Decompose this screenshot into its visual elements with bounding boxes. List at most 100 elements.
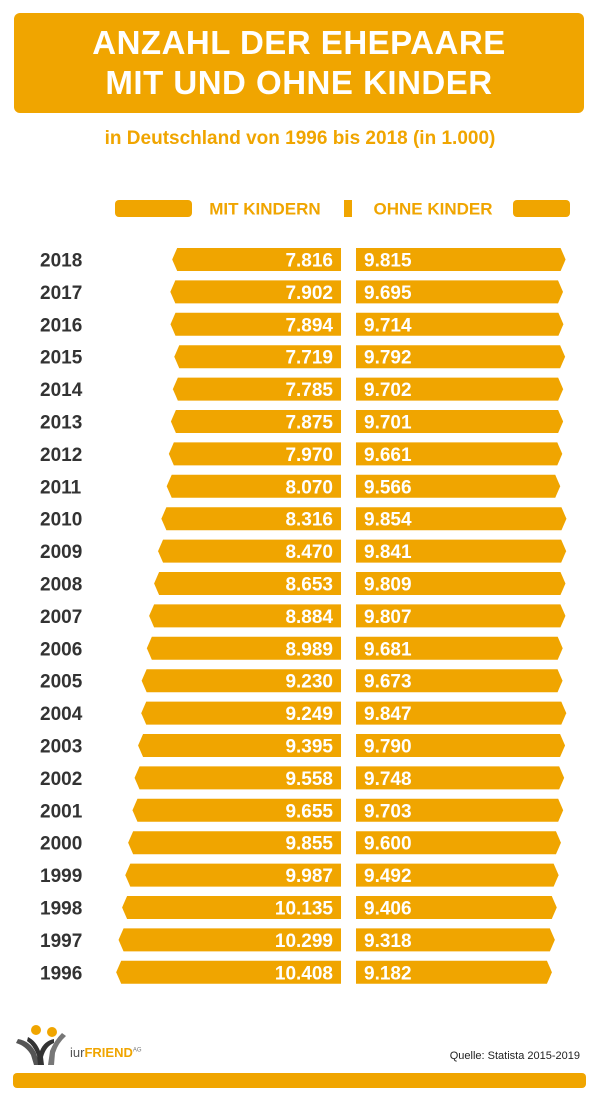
value-label-mit-kindern: 7.902 — [285, 283, 333, 304]
bar-ohne-kinder — [356, 798, 564, 822]
value-label-mit-kindern: 7.719 — [285, 348, 333, 369]
value-label-ohne-kinder: 9.748 — [364, 769, 412, 790]
bar-ohne-kinder — [356, 669, 563, 693]
bar-ohne-kinder — [356, 280, 564, 304]
bar-mit-kindern — [154, 572, 341, 595]
bar-mit-kindern — [172, 248, 341, 271]
value-label-ohne-kinder: 9.702 — [364, 380, 412, 401]
bar-mit-kindern — [166, 474, 341, 498]
legend-label-ohne-kinder: OHNE KINDER — [373, 200, 492, 219]
year-label: 2007 — [40, 607, 82, 628]
bar-mit-kindern — [141, 669, 341, 693]
year-label: 2017 — [40, 283, 82, 304]
bar-mit-kindern — [128, 831, 341, 855]
bar-ohne-kinder — [356, 604, 566, 628]
bar-ohne-kinder — [356, 345, 566, 369]
year-label: 2018 — [40, 251, 82, 272]
bar-mit-kindern — [170, 312, 341, 336]
bar-ohne-kinder — [356, 507, 567, 531]
year-label: 2006 — [40, 639, 82, 660]
logo-wordmark: iurFRIENDAG — [70, 1045, 142, 1060]
value-label-mit-kindern: 10.135 — [275, 899, 334, 920]
year-label: 2003 — [40, 737, 82, 758]
value-label-mit-kindern: 10.408 — [275, 963, 333, 984]
source-note: Quelle: Statista 2015-2019 — [449, 1050, 580, 1062]
butterfly-bar-chart: MIT KINDERN OHNE KINDER 2018 7.816 9.815 2017… — [40, 200, 570, 984]
bar-mit-kindern — [125, 863, 342, 887]
value-label-mit-kindern: 8.070 — [285, 477, 333, 498]
bar-mit-kindern — [168, 442, 341, 466]
value-label-mit-kindern: 9.855 — [285, 834, 333, 855]
year-label: 2011 — [40, 477, 82, 498]
value-label-ohne-kinder: 9.703 — [364, 801, 412, 822]
bar-mit-kindern — [170, 410, 341, 433]
value-label-mit-kindern: 9.987 — [285, 866, 333, 887]
logo-brand: FRIEND — [84, 1045, 133, 1060]
bar-mit-kindern — [116, 960, 342, 984]
legend-bar-left — [115, 200, 192, 217]
bar-mit-kindern — [158, 539, 341, 563]
value-label-ohne-kinder: 9.790 — [364, 737, 412, 758]
value-label-ohne-kinder: 9.406 — [364, 899, 412, 920]
value-label-mit-kindern: 8.989 — [285, 639, 333, 660]
value-label-ohne-kinder: 9.714 — [364, 315, 412, 336]
value-label-ohne-kinder: 9.182 — [364, 963, 412, 984]
value-label-ohne-kinder: 9.841 — [364, 542, 412, 563]
bar-ohne-kinder — [356, 734, 566, 757]
value-label-mit-kindern: 8.884 — [285, 607, 333, 628]
value-label-ohne-kinder: 9.492 — [364, 866, 412, 887]
title-banner: ANZAHL DER EHEPAARE MIT UND OHNE KINDER — [14, 13, 584, 113]
logo-suffix: AG — [132, 1047, 142, 1054]
value-label-mit-kindern: 7.970 — [285, 445, 333, 466]
year-label: 2010 — [40, 510, 82, 531]
year-label: 1998 — [40, 899, 82, 920]
value-label-ohne-kinder: 9.661 — [364, 445, 412, 466]
bar-ohne-kinder — [356, 312, 564, 336]
value-label-mit-kindern: 7.816 — [285, 251, 333, 272]
bar-ohne-kinder — [356, 377, 564, 401]
value-label-mit-kindern: 9.230 — [285, 672, 333, 693]
bar-ohne-kinder — [356, 766, 565, 790]
year-label: 2009 — [40, 542, 82, 563]
bar-mit-kindern — [161, 507, 341, 531]
chart-title-line-2: MIT UND OHNE KINDER — [105, 64, 493, 101]
value-label-ohne-kinder: 9.695 — [364, 283, 412, 304]
value-label-ohne-kinder: 9.847 — [364, 704, 412, 725]
value-label-ohne-kinder: 9.809 — [364, 575, 412, 596]
value-label-mit-kindern: 8.470 — [285, 542, 333, 563]
value-label-mit-kindern: 9.558 — [285, 769, 333, 790]
value-label-ohne-kinder: 9.318 — [364, 931, 412, 952]
bar-mit-kindern — [146, 636, 341, 660]
value-label-ohne-kinder: 9.600 — [364, 834, 412, 855]
value-label-mit-kindern: 10.299 — [275, 931, 333, 952]
value-label-ohne-kinder: 9.701 — [364, 413, 412, 434]
legend-divider — [344, 200, 352, 217]
value-label-ohne-kinder: 9.815 — [364, 251, 412, 272]
value-label-mit-kindern: 7.785 — [285, 380, 333, 401]
value-label-ohne-kinder: 9.807 — [364, 607, 412, 628]
legend-label-mit-kindern: MIT KINDERN — [209, 200, 320, 219]
year-label: 2013 — [40, 413, 82, 434]
logo-prefix: iur — [70, 1045, 85, 1060]
bar-mit-kindern — [138, 734, 341, 757]
year-label: 1997 — [40, 931, 82, 952]
year-label: 2008 — [40, 575, 82, 596]
value-label-mit-kindern: 9.655 — [285, 801, 333, 822]
value-label-mit-kindern: 8.653 — [285, 575, 333, 596]
value-label-ohne-kinder: 9.792 — [364, 348, 412, 369]
value-label-mit-kindern: 7.894 — [285, 315, 333, 336]
bar-ohne-kinder — [356, 248, 566, 271]
bar-mit-kindern — [118, 928, 342, 952]
year-label: 2016 — [40, 315, 82, 336]
year-label: 2012 — [40, 445, 82, 466]
bar-ohne-kinder — [356, 636, 563, 660]
year-label: 1999 — [40, 866, 82, 887]
chart-title-line-1: ANZAHL DER EHEPAARE — [92, 24, 506, 61]
year-label: 2000 — [40, 834, 82, 855]
bar-ohne-kinder — [356, 896, 557, 919]
bar-ohne-kinder — [356, 474, 561, 498]
bar-mit-kindern — [174, 345, 341, 369]
bar-ohne-kinder — [356, 410, 564, 433]
year-label: 2005 — [40, 672, 83, 693]
value-label-ohne-kinder: 9.673 — [364, 672, 412, 693]
